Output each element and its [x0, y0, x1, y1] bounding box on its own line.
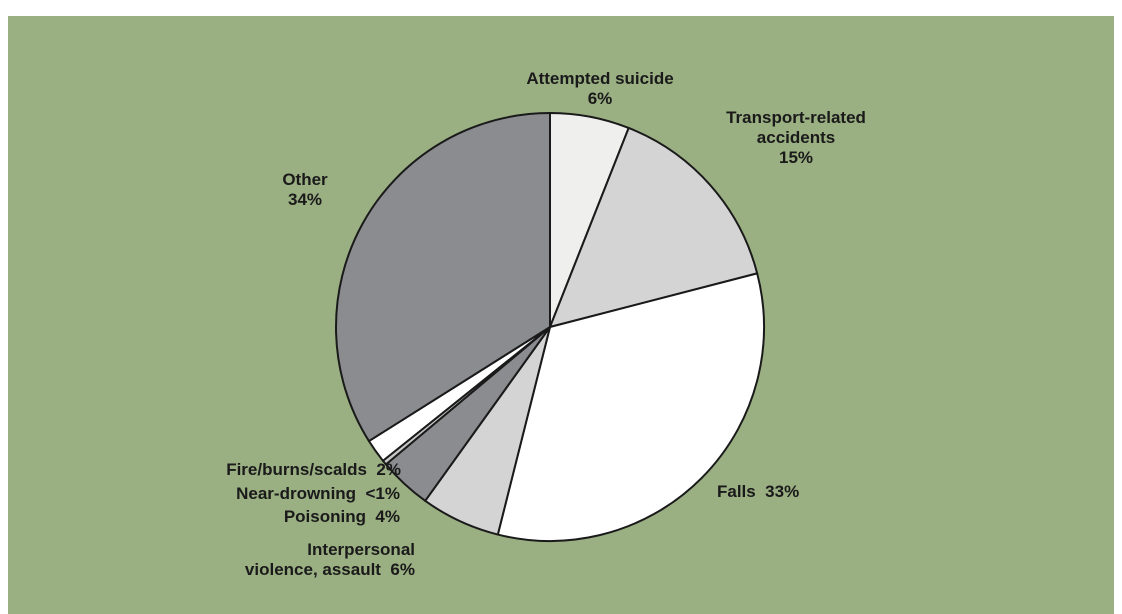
pie-slice-other [335, 112, 551, 443]
slice-label-poisoning: Poisoning 4% [284, 507, 400, 526]
slice-label-fire-burns: Fire/burns/scalds 2% [226, 460, 401, 479]
chart-panel: Attempted suicide 6% Transport-related acci… [8, 16, 1114, 614]
slice-label-line: accidents [757, 128, 835, 147]
slice-label-line: 6% [588, 89, 613, 108]
slice-label-attempted-suicide: Attempted suicide 6% [526, 69, 673, 108]
pie-slice-transport [549, 126, 759, 328]
slice-label-line: violence, assault 6% [245, 560, 415, 579]
slice-label-line: Falls 33% [717, 482, 799, 501]
slice-label-other: Other 34% [282, 170, 328, 209]
slice-label-line: Other [282, 170, 328, 189]
slice-label-line: Near-drowning <1% [236, 484, 400, 503]
slice-label-near-drowning: Near-drowning <1% [236, 484, 400, 503]
slice-label-falls: Falls 33% [717, 482, 799, 501]
slice-label-line: 34% [288, 190, 322, 209]
pie-slice-falls [496, 272, 765, 542]
slice-label-line: Interpersonal [307, 540, 415, 559]
pie-chart: Attempted suicide 6% Transport-related acci… [8, 16, 1114, 614]
slice-label-interpersonal-violence: Interpersonal violence, assault 6% [245, 540, 415, 579]
slice-label-transport: Transport-related accidents 15% [726, 108, 866, 167]
pie-labels: Attempted suicide 6% Transport-related acci… [226, 69, 866, 579]
slice-label-line: 15% [779, 148, 813, 167]
pie-slices [335, 112, 765, 542]
slice-label-line: Attempted suicide [526, 69, 673, 88]
slice-label-line: Transport-related [726, 108, 866, 127]
slice-label-line: Poisoning 4% [284, 507, 400, 526]
slice-label-line: Fire/burns/scalds 2% [226, 460, 401, 479]
